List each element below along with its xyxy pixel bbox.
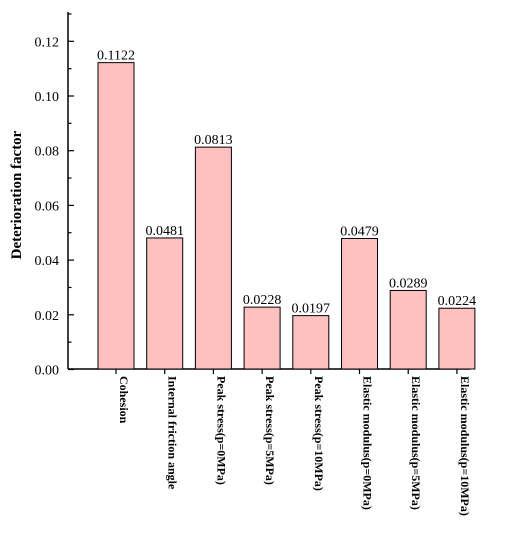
- y-tick-label: 0.10: [35, 90, 60, 105]
- data-label: 0.0228: [243, 293, 282, 308]
- bar: [146, 237, 184, 370]
- x-tick-label: Elastic modulus(p=10MPa): [458, 376, 472, 516]
- x-tick-label: Peak stress(p=0MPa): [214, 376, 228, 485]
- data-label: 0.0197: [292, 302, 331, 317]
- x-tick-label: Peak stress(p=10MPa): [312, 376, 326, 491]
- bar: [341, 237, 378, 370]
- x-tick-label: Internal friction angle: [166, 376, 180, 490]
- data-label: 0.0481: [145, 224, 184, 239]
- y-tick-label: 0.06: [35, 199, 60, 214]
- y-axis: 0.00 0.02 0.04 0.06 0.08 0.10 0.12: [35, 12, 470, 379]
- y-tick-label: 0.08: [35, 145, 60, 160]
- data-label: 0.1122: [97, 49, 135, 64]
- bar: [389, 289, 427, 370]
- bar: [438, 307, 476, 370]
- y-tick-label: 0.02: [35, 309, 60, 324]
- bar: [194, 146, 232, 370]
- bar: [97, 62, 135, 370]
- data-label: 0.0813: [194, 133, 233, 148]
- y-tick-label: 0.00: [35, 364, 60, 379]
- data-labels: 0.1122 0.0481 0.0813 0.0228 0.0197 0.0479 0.02…: [97, 49, 476, 317]
- data-label: 0.0289: [389, 276, 428, 291]
- y-tick-label: 0.04: [35, 254, 60, 269]
- bars: [97, 62, 476, 370]
- x-tick-label: Cohesion: [117, 376, 131, 424]
- y-tick-label: 0.12: [35, 35, 60, 50]
- y-axis-label: Deterioration factor: [9, 130, 25, 259]
- bar: [243, 306, 281, 370]
- data-label: 0.0479: [340, 224, 379, 239]
- x-tick-label: Elastic modulus(p=0MPa): [361, 376, 375, 510]
- x-tick-label: Peak stress(p=5MPa): [263, 376, 277, 485]
- data-label: 0.0224: [438, 294, 477, 309]
- x-tick-label: Elastic modulus(p=5MPa): [409, 376, 423, 510]
- x-axis: Cohesion Internal friction angle Peak stre…: [115, 369, 472, 516]
- bar: [292, 315, 330, 370]
